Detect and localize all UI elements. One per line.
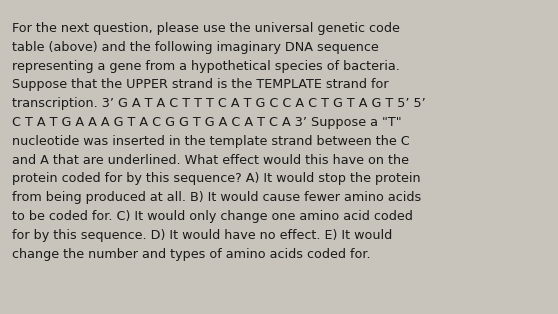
- Text: For the next question, please use the universal genetic code
table (above) and t: For the next question, please use the un…: [12, 22, 426, 261]
